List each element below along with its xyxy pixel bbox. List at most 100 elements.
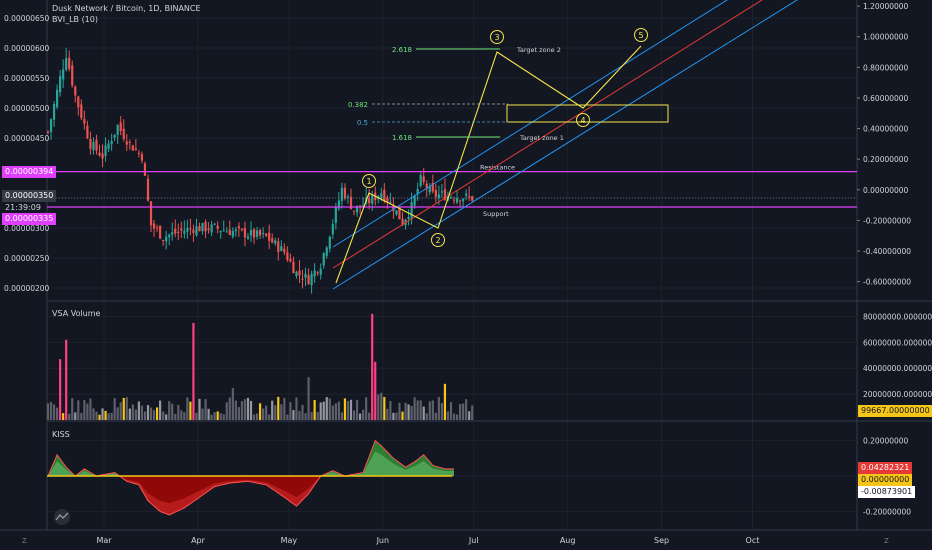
volume-bar (428, 401, 431, 420)
volume-bar (289, 402, 292, 420)
candle-body (349, 196, 353, 210)
volume-bar (249, 400, 253, 420)
volume-bar (346, 400, 350, 420)
volume-bar (277, 396, 280, 420)
candle-body (237, 226, 240, 229)
candle-body (471, 196, 474, 201)
volume-bar (443, 383, 447, 420)
candle-body (304, 273, 307, 278)
candle-body (262, 232, 265, 234)
candle-body (252, 229, 256, 238)
volume-bar (80, 413, 83, 420)
volume-bar (74, 412, 77, 420)
candle-body (346, 196, 350, 198)
candle-body (174, 228, 177, 234)
wave-3-label: 3 (494, 33, 499, 42)
candle-body (298, 270, 301, 276)
candle-body (210, 224, 213, 233)
candle-body (458, 200, 462, 202)
volume-bar (401, 411, 404, 420)
candle-body (59, 76, 62, 93)
volume-bar (143, 411, 147, 420)
volume-bar (274, 405, 277, 420)
candle-body (71, 65, 74, 86)
candle-body (222, 230, 225, 232)
kiss-positive-inner-area (48, 451, 454, 476)
wave-3-circle (490, 30, 504, 44)
candle-body (113, 134, 116, 138)
candle-body (431, 182, 434, 192)
volume-bar (404, 402, 407, 420)
candle-body (110, 141, 113, 145)
volume-bar (398, 402, 401, 420)
target-zone-box (506, 104, 669, 123)
volume-bar (171, 403, 174, 420)
candle-body (443, 189, 447, 200)
volume-bar (328, 398, 331, 420)
volume-bar (65, 339, 68, 420)
fib-0382-label: 0.382 (348, 101, 368, 109)
volume-bar (68, 413, 71, 420)
wave-5-circle (634, 28, 648, 42)
candle-body (186, 227, 189, 232)
volume-bar (83, 400, 86, 420)
right-scale-label: -0.20000000 (863, 216, 911, 225)
kiss-value-tag-1: 0.04282321 (858, 462, 913, 474)
time-axis-label: Apr (191, 536, 206, 545)
wave-1-label: 1 (366, 177, 371, 186)
candle-body (192, 229, 195, 233)
volume-bar (189, 401, 192, 420)
volume-bar (462, 403, 465, 420)
candle-body (180, 228, 183, 231)
time-axis-label: Sep (654, 536, 669, 545)
candle-body (313, 270, 316, 277)
wave-4-circle (576, 113, 590, 127)
volume-bar (395, 412, 398, 420)
candle-body (274, 240, 277, 244)
volume-bar (437, 396, 440, 420)
volume-bar (458, 404, 462, 420)
candle-body (419, 174, 422, 187)
fib-1618-label: 1.618 (392, 134, 412, 142)
channel-median-line (332, 0, 763, 269)
volume-bar (377, 394, 380, 420)
candle-body (455, 198, 459, 203)
volume-bar (159, 400, 162, 420)
wave-4-label: 4 (580, 116, 585, 125)
zoom-left-button[interactable]: Z (22, 537, 27, 545)
volume-bar (255, 413, 259, 420)
volume-bar (425, 413, 428, 420)
volume-scale-label: 20000000.00000000 (863, 390, 932, 399)
left-price-label: 0.00000200 (4, 284, 50, 293)
candle-body (355, 205, 359, 213)
volume-bar (292, 410, 295, 420)
volume-bar (280, 404, 283, 420)
volume-bar (165, 414, 168, 420)
left-price-label: 0.00000250 (4, 254, 50, 263)
candle-body (422, 176, 425, 182)
candle-body (259, 230, 262, 236)
candle-body (383, 189, 386, 202)
candle-body (255, 230, 259, 237)
candle-body (52, 104, 56, 120)
candle-body (468, 196, 471, 198)
kiss-pane-title: KISS (52, 430, 70, 439)
candle-body (46, 131, 50, 133)
volume-bar (101, 408, 104, 420)
candle-body (289, 258, 292, 262)
volume-bar (168, 401, 171, 420)
zoom-right-button[interactable]: Z (884, 537, 889, 545)
volume-bar (201, 408, 204, 420)
candle-body (283, 248, 286, 253)
volume-bar (213, 412, 216, 420)
candle-body (68, 57, 71, 69)
candle-body (98, 152, 101, 156)
volume-bar (219, 413, 222, 420)
volume-bar (216, 411, 219, 420)
candle-body (331, 224, 334, 235)
candle-body (149, 201, 153, 226)
candle-body (65, 58, 68, 70)
candle-body (340, 187, 344, 201)
volume-bar (419, 400, 422, 420)
